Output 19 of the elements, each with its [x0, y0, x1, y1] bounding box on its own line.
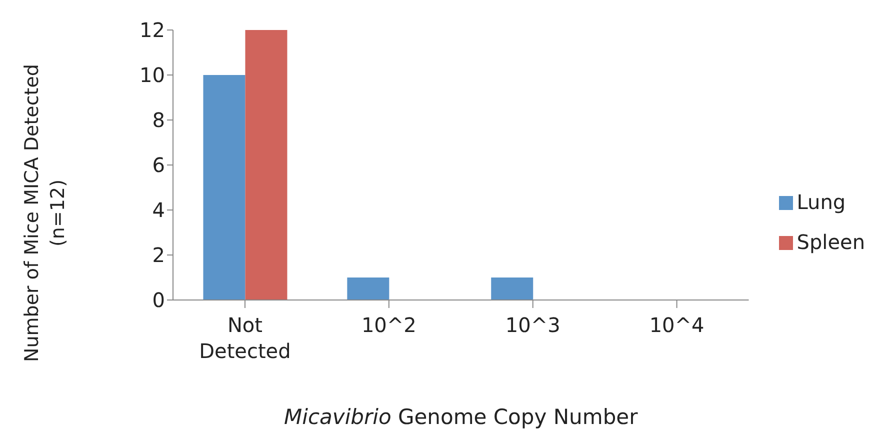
- bar: [491, 278, 534, 300]
- bar: [347, 278, 390, 300]
- y-tick-label: 10: [140, 63, 165, 88]
- x-tick-label: 10^2: [361, 313, 416, 337]
- legend-label: Spleen: [796, 230, 865, 254]
- y-tick-label: 0: [152, 288, 165, 312]
- bar: [203, 75, 246, 300]
- x-tick-label: Not Detected: [199, 313, 291, 363]
- x-tick-label: 10^4: [649, 313, 704, 337]
- y-tick-label: 8: [152, 108, 165, 132]
- y-axis-title: Number of Mice MICA Detected (n=12): [21, 64, 69, 362]
- y-tick-label: 2: [152, 243, 165, 268]
- bar: [245, 30, 288, 300]
- y-tick-label: 12: [140, 18, 165, 42]
- x-tick-label: 10^3: [505, 313, 560, 337]
- x-axis-title: Micavibrio Genome Copy Number: [284, 405, 638, 429]
- legend-label: Lung: [796, 190, 846, 214]
- y-tick-label: 4: [152, 198, 165, 222]
- y-tick-label: 6: [152, 153, 165, 178]
